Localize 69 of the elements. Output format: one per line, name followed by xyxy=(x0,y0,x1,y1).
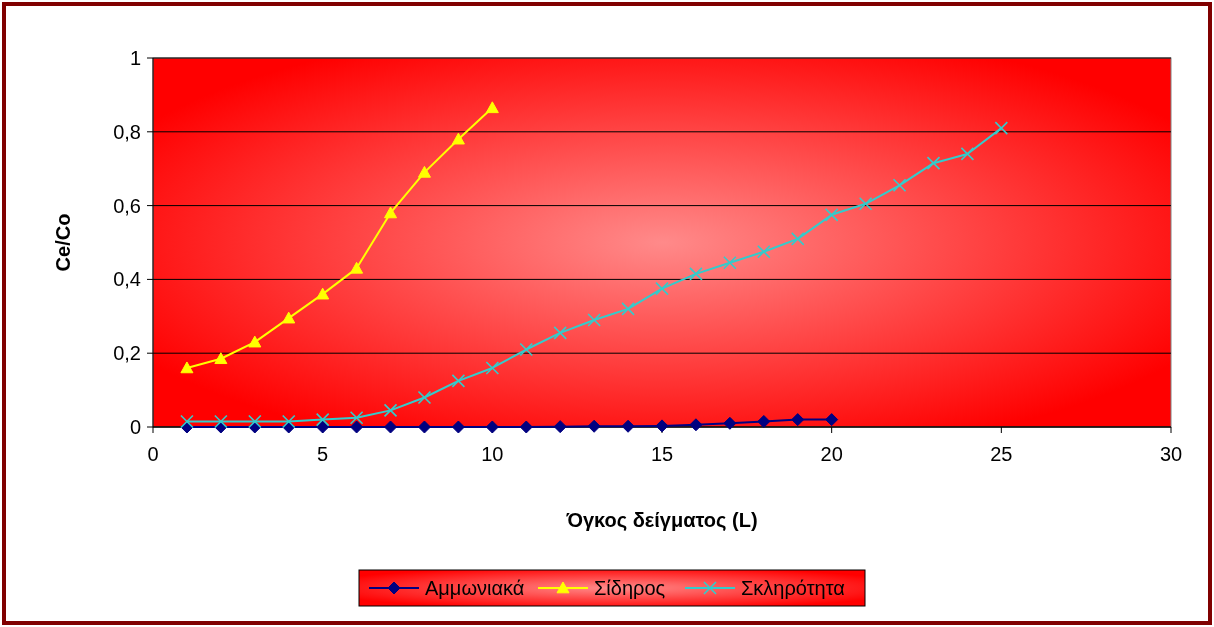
point xyxy=(994,121,1009,135)
point xyxy=(281,414,296,429)
y-tick-label: 0,4 xyxy=(113,268,141,291)
point xyxy=(384,206,398,219)
point xyxy=(553,420,567,434)
point xyxy=(350,420,364,434)
point xyxy=(655,419,669,433)
point xyxy=(383,403,398,418)
point xyxy=(282,311,296,324)
x-tick-label: 10 xyxy=(481,443,504,465)
point xyxy=(689,267,703,281)
point xyxy=(892,178,907,193)
point xyxy=(790,232,805,246)
point xyxy=(248,414,262,429)
point xyxy=(858,196,873,211)
legend-label: Σίδηρος xyxy=(594,577,666,599)
point xyxy=(417,165,431,178)
point xyxy=(214,414,228,429)
point xyxy=(349,410,364,425)
point xyxy=(587,313,601,327)
point xyxy=(825,413,839,427)
point xyxy=(417,420,431,434)
x-tick-label: 25 xyxy=(990,443,1013,465)
point xyxy=(451,374,466,388)
y-tick-label: 0,6 xyxy=(113,194,141,217)
point xyxy=(451,420,465,434)
point xyxy=(384,420,398,434)
point xyxy=(723,416,737,430)
y-tick-label: 0 xyxy=(129,416,141,438)
point xyxy=(587,419,601,433)
point xyxy=(519,420,533,434)
point xyxy=(451,132,465,145)
x-tick-label: 0 xyxy=(147,443,159,465)
point xyxy=(757,414,771,428)
point xyxy=(621,302,635,316)
point xyxy=(689,418,703,432)
point xyxy=(350,261,364,274)
point xyxy=(655,281,669,296)
point xyxy=(248,335,262,348)
y-tick-label: 0,2 xyxy=(113,342,141,365)
x-tick-label: 5 xyxy=(317,443,329,465)
x-tick-label: 20 xyxy=(820,443,843,465)
x-axis-title: Όγκος δείγματος (L) xyxy=(565,509,758,531)
point xyxy=(553,326,567,340)
point xyxy=(824,208,839,222)
legend-label: Σκληρότητα xyxy=(741,577,845,599)
x-tick-label: 15 xyxy=(650,443,674,465)
y-tick-label: 0,8 xyxy=(113,120,141,143)
point xyxy=(791,413,805,427)
point xyxy=(316,420,330,434)
point xyxy=(723,255,737,270)
point xyxy=(960,147,975,161)
point xyxy=(315,412,330,427)
point xyxy=(519,342,534,357)
point xyxy=(180,414,194,429)
point xyxy=(485,101,499,114)
point xyxy=(417,390,432,405)
point xyxy=(485,420,499,434)
point xyxy=(180,361,194,374)
point xyxy=(926,156,941,170)
x-tick-label: 30 xyxy=(1159,443,1183,465)
legend-label: Αμμωνιακά xyxy=(425,577,525,599)
point xyxy=(316,287,330,300)
point xyxy=(485,361,500,375)
point xyxy=(214,352,228,365)
y-axis-title: Ce/Co xyxy=(52,213,74,272)
y-tick-label: 1 xyxy=(129,47,141,69)
point xyxy=(757,244,771,259)
point xyxy=(621,419,635,433)
